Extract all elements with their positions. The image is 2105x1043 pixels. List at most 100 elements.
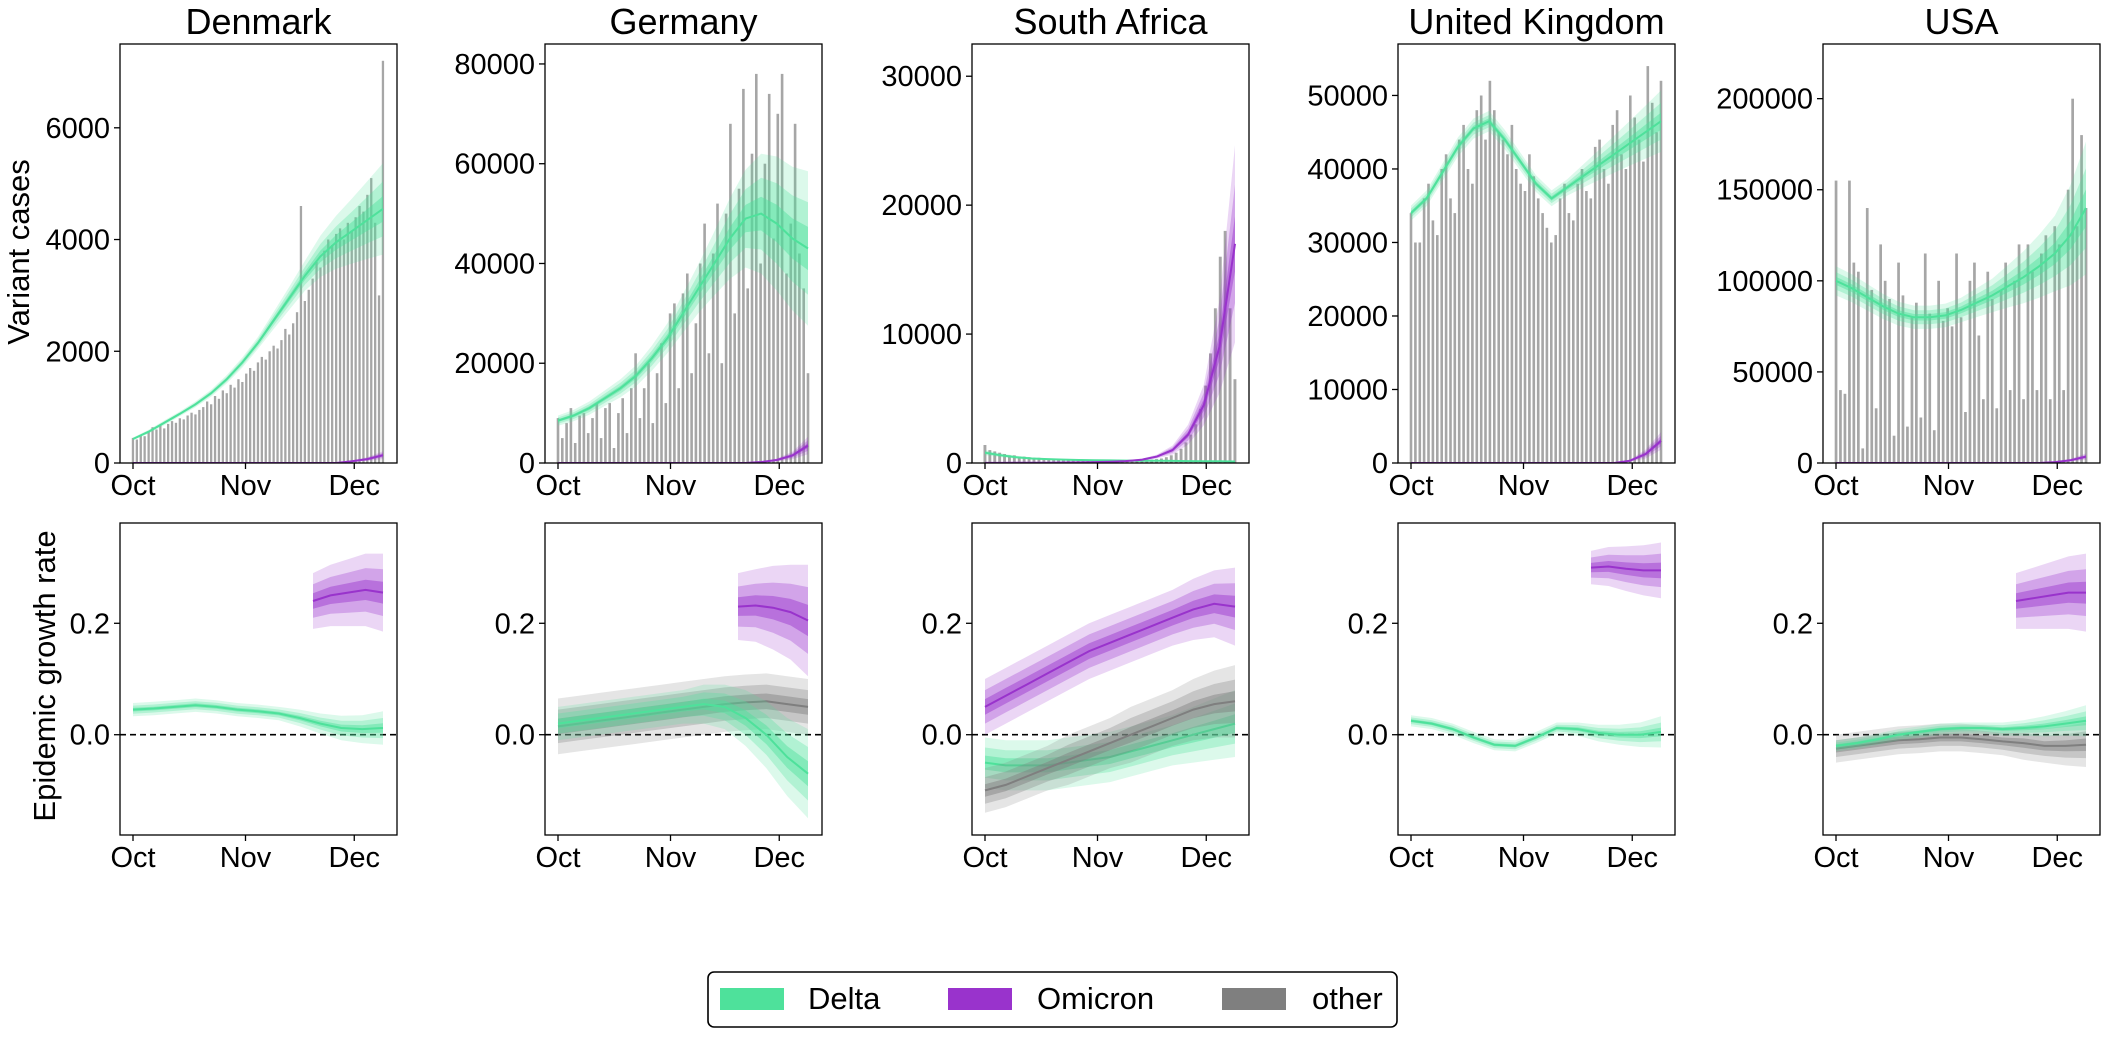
case-bar bbox=[159, 425, 162, 463]
case-bar bbox=[630, 388, 633, 463]
y-tick-label: 150000 bbox=[1716, 175, 1813, 207]
case-bar bbox=[1047, 458, 1051, 463]
case-bar bbox=[1414, 242, 1417, 463]
case-bar bbox=[1637, 139, 1641, 463]
x-tick-label: Dec bbox=[328, 470, 380, 502]
case-bar bbox=[737, 188, 741, 463]
line-omicron bbox=[2015, 591, 2086, 602]
case-bar bbox=[2013, 280, 2016, 463]
case-bar bbox=[608, 403, 611, 463]
y-tick-label: 0.2 bbox=[1773, 608, 1813, 640]
y-tick-label: 10000 bbox=[1307, 374, 1388, 406]
line-omicron bbox=[984, 602, 1236, 708]
case-bar bbox=[1057, 459, 1060, 463]
panel-title: Denmark bbox=[185, 1, 332, 42]
case-bar bbox=[2008, 390, 2012, 463]
case-bar bbox=[335, 233, 338, 463]
x-tick-label: Nov bbox=[1498, 470, 1550, 502]
band-other bbox=[558, 673, 808, 755]
panel-frame bbox=[1397, 43, 1676, 464]
case-bar bbox=[1194, 424, 1198, 463]
line-omicron bbox=[1411, 440, 1662, 463]
panel-frame bbox=[1822, 43, 2101, 464]
case-bar bbox=[763, 163, 767, 463]
y-tick-label: 80000 bbox=[454, 49, 535, 81]
case-bar bbox=[170, 421, 174, 463]
case-bar bbox=[1986, 271, 1990, 463]
case-bar bbox=[1937, 280, 1940, 463]
case-bar bbox=[746, 288, 749, 463]
x-tick-label: Dec bbox=[328, 842, 380, 874]
line-other bbox=[1835, 736, 2087, 750]
x-tick-label: Oct bbox=[962, 842, 1007, 874]
case-bar bbox=[1427, 183, 1430, 463]
case-bar bbox=[1233, 379, 1237, 463]
case-bar bbox=[733, 313, 736, 463]
plot-area bbox=[556, 73, 810, 463]
y-tick-label: 40000 bbox=[454, 248, 535, 280]
case-bar bbox=[1852, 262, 1856, 463]
y-tick-label: 0.2 bbox=[70, 608, 110, 640]
case-bar bbox=[1444, 154, 1448, 463]
x-tick-label: Oct bbox=[962, 470, 1007, 502]
y-tick-label: 50000 bbox=[1732, 357, 1813, 389]
case-bar bbox=[225, 393, 228, 463]
case-bar bbox=[381, 60, 385, 463]
x-tick-label: Dec bbox=[1606, 470, 1658, 502]
x-tick-label: Oct bbox=[1813, 470, 1858, 502]
case-bar bbox=[1990, 299, 1994, 463]
case-bar bbox=[604, 408, 607, 463]
case-bar bbox=[716, 203, 719, 463]
case-bar bbox=[651, 423, 655, 463]
y-tick-label: 0.2 bbox=[1348, 608, 1388, 640]
case-bar bbox=[1834, 180, 1838, 463]
case-bar bbox=[1655, 132, 1658, 463]
case-bar bbox=[1052, 459, 1056, 463]
case-bar bbox=[221, 390, 224, 463]
case-bar bbox=[742, 88, 745, 463]
case-bar bbox=[2048, 399, 2052, 463]
case-bar bbox=[1650, 102, 1654, 463]
panel-cases-2: Oct Nov Dec 0 10000 20000 30000 South Africa bbox=[881, 1, 1250, 502]
case-bar bbox=[690, 373, 693, 463]
case-bar bbox=[1999, 289, 2003, 463]
band-omicron bbox=[738, 582, 808, 654]
panel-title: United Kingdom bbox=[1408, 1, 1664, 42]
case-bar bbox=[1409, 213, 1413, 463]
case-bar bbox=[1602, 169, 1606, 463]
line-delta bbox=[557, 212, 809, 422]
band-omicron bbox=[985, 567, 1235, 735]
case-bar bbox=[673, 303, 676, 463]
x-tick-label: Nov bbox=[645, 842, 697, 874]
case-bar bbox=[1950, 326, 1954, 463]
panel-frame bbox=[971, 43, 1250, 464]
case-bar bbox=[2031, 271, 2034, 463]
case-bar bbox=[707, 353, 711, 463]
case-bar bbox=[681, 293, 685, 463]
case-bar bbox=[1589, 198, 1593, 463]
case-bar bbox=[1558, 198, 1562, 463]
plot-area bbox=[131, 60, 385, 463]
line-delta bbox=[132, 207, 384, 440]
case-bar bbox=[2075, 226, 2079, 463]
case-bar bbox=[1968, 280, 1972, 463]
case-bar bbox=[1027, 457, 1031, 463]
y-tick-label: 0.0 bbox=[1773, 720, 1813, 752]
case-bar bbox=[1897, 262, 1900, 463]
x-tick-label: Dec bbox=[1180, 470, 1232, 502]
case-bar bbox=[1874, 408, 1878, 463]
line-delta bbox=[1410, 119, 1662, 214]
case-bar bbox=[213, 396, 217, 463]
band-omicron bbox=[1411, 438, 1661, 463]
case-bar bbox=[806, 373, 810, 463]
case-bar bbox=[1642, 161, 1645, 463]
band-omicron bbox=[313, 579, 383, 609]
plot-area bbox=[120, 553, 397, 745]
case-bar bbox=[323, 250, 326, 463]
case-bar bbox=[147, 431, 150, 463]
y-tick-label: 0 bbox=[519, 448, 535, 480]
case-bar bbox=[1488, 80, 1492, 463]
case-bar bbox=[217, 398, 221, 463]
case-bar bbox=[785, 273, 788, 463]
case-bar bbox=[983, 445, 987, 463]
